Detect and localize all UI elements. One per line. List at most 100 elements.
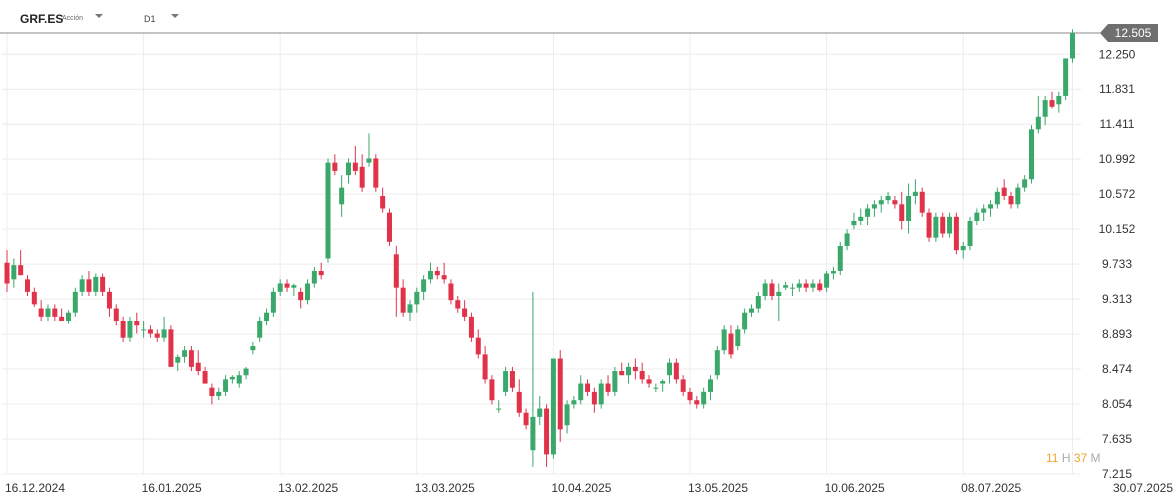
- candle[interactable]: [516, 379, 522, 417]
- candle[interactable]: [503, 366, 509, 397]
- candle[interactable]: [721, 325, 727, 355]
- candle[interactable]: [885, 191, 891, 205]
- candle[interactable]: [550, 358, 556, 459]
- candle[interactable]: [236, 371, 242, 388]
- candle[interactable]: [352, 145, 358, 176]
- candle[interactable]: [1042, 95, 1048, 126]
- candle[interactable]: [359, 154, 365, 192]
- candle[interactable]: [632, 358, 638, 380]
- candle[interactable]: [748, 304, 754, 317]
- candle[interactable]: [339, 175, 345, 217]
- candle[interactable]: [182, 346, 188, 363]
- candle[interactable]: [947, 212, 953, 238]
- candle[interactable]: [216, 387, 222, 401]
- candle[interactable]: [475, 329, 481, 359]
- candle[interactable]: [400, 279, 406, 317]
- candle[interactable]: [407, 300, 413, 322]
- candle[interactable]: [72, 287, 78, 317]
- candle[interactable]: [714, 346, 720, 380]
- candle[interactable]: [305, 279, 311, 305]
- candle[interactable]: [564, 400, 570, 434]
- candle[interactable]: [523, 408, 529, 430]
- candle[interactable]: [762, 279, 768, 301]
- candle[interactable]: [298, 287, 304, 309]
- candle[interactable]: [994, 187, 1000, 209]
- candle[interactable]: [667, 358, 673, 384]
- candle[interactable]: [953, 212, 959, 255]
- candle[interactable]: [912, 179, 918, 205]
- candle[interactable]: [1008, 191, 1014, 209]
- candle[interactable]: [434, 266, 440, 280]
- candle[interactable]: [530, 291, 536, 467]
- candle[interactable]: [496, 400, 502, 413]
- candle[interactable]: [59, 308, 65, 322]
- candle[interactable]: [257, 316, 263, 342]
- candle[interactable]: [141, 321, 147, 338]
- candle[interactable]: [967, 216, 973, 251]
- candle[interactable]: [680, 375, 686, 397]
- candle[interactable]: [346, 158, 351, 184]
- timeframe-label[interactable]: D1: [144, 14, 156, 24]
- candle[interactable]: [1015, 183, 1021, 209]
- candle[interactable]: [619, 362, 625, 376]
- candle[interactable]: [687, 387, 693, 405]
- candle[interactable]: [100, 273, 106, 297]
- candle[interactable]: [455, 296, 461, 313]
- candle[interactable]: [489, 375, 495, 405]
- candle[interactable]: [332, 154, 338, 176]
- candle[interactable]: [1029, 125, 1034, 184]
- candle[interactable]: [462, 300, 468, 322]
- candle[interactable]: [591, 387, 597, 413]
- candle[interactable]: [325, 158, 331, 263]
- candle[interactable]: [830, 266, 836, 280]
- candle[interactable]: [202, 366, 208, 384]
- candle[interactable]: [188, 346, 194, 372]
- candle[interactable]: [65, 310, 71, 324]
- candle[interactable]: [1056, 91, 1062, 113]
- candle[interactable]: [52, 304, 58, 322]
- candle[interactable]: [195, 350, 201, 376]
- candle[interactable]: [223, 375, 229, 397]
- candle[interactable]: [571, 396, 577, 409]
- candle[interactable]: [981, 204, 987, 221]
- candle[interactable]: [612, 366, 618, 397]
- candle[interactable]: [1001, 179, 1007, 201]
- candle[interactable]: [899, 191, 905, 230]
- candle[interactable]: [824, 271, 830, 292]
- candle[interactable]: [960, 241, 966, 259]
- candle[interactable]: [851, 212, 857, 230]
- candle[interactable]: [707, 375, 713, 401]
- candle[interactable]: [127, 316, 133, 342]
- candle[interactable]: [509, 366, 515, 392]
- candle[interactable]: [427, 262, 433, 284]
- symbol-label[interactable]: GRF.ES: [20, 12, 64, 26]
- candle[interactable]: [728, 325, 734, 359]
- candle[interactable]: [38, 300, 44, 322]
- candle[interactable]: [557, 350, 563, 442]
- candle[interactable]: [933, 212, 939, 242]
- candle[interactable]: [817, 279, 823, 292]
- candle[interactable]: [11, 258, 17, 288]
- candle[interactable]: [86, 271, 92, 297]
- candle[interactable]: [147, 325, 153, 338]
- candle[interactable]: [106, 287, 112, 317]
- candle[interactable]: [373, 154, 379, 192]
- candle[interactable]: [544, 404, 550, 467]
- candle[interactable]: [448, 279, 454, 305]
- candle[interactable]: [24, 275, 30, 297]
- candle[interactable]: [264, 308, 270, 326]
- candle[interactable]: [906, 183, 912, 234]
- candle[interactable]: [653, 383, 659, 392]
- candle[interactable]: [318, 262, 324, 280]
- candle[interactable]: [988, 200, 994, 217]
- candle[interactable]: [598, 379, 604, 409]
- candle[interactable]: [837, 241, 843, 276]
- candle[interactable]: [366, 133, 372, 167]
- candle[interactable]: [926, 208, 932, 242]
- candle[interactable]: [578, 375, 584, 405]
- candle[interactable]: [537, 396, 543, 426]
- candle[interactable]: [789, 283, 795, 297]
- candle[interactable]: [270, 287, 276, 317]
- candle[interactable]: [769, 279, 775, 301]
